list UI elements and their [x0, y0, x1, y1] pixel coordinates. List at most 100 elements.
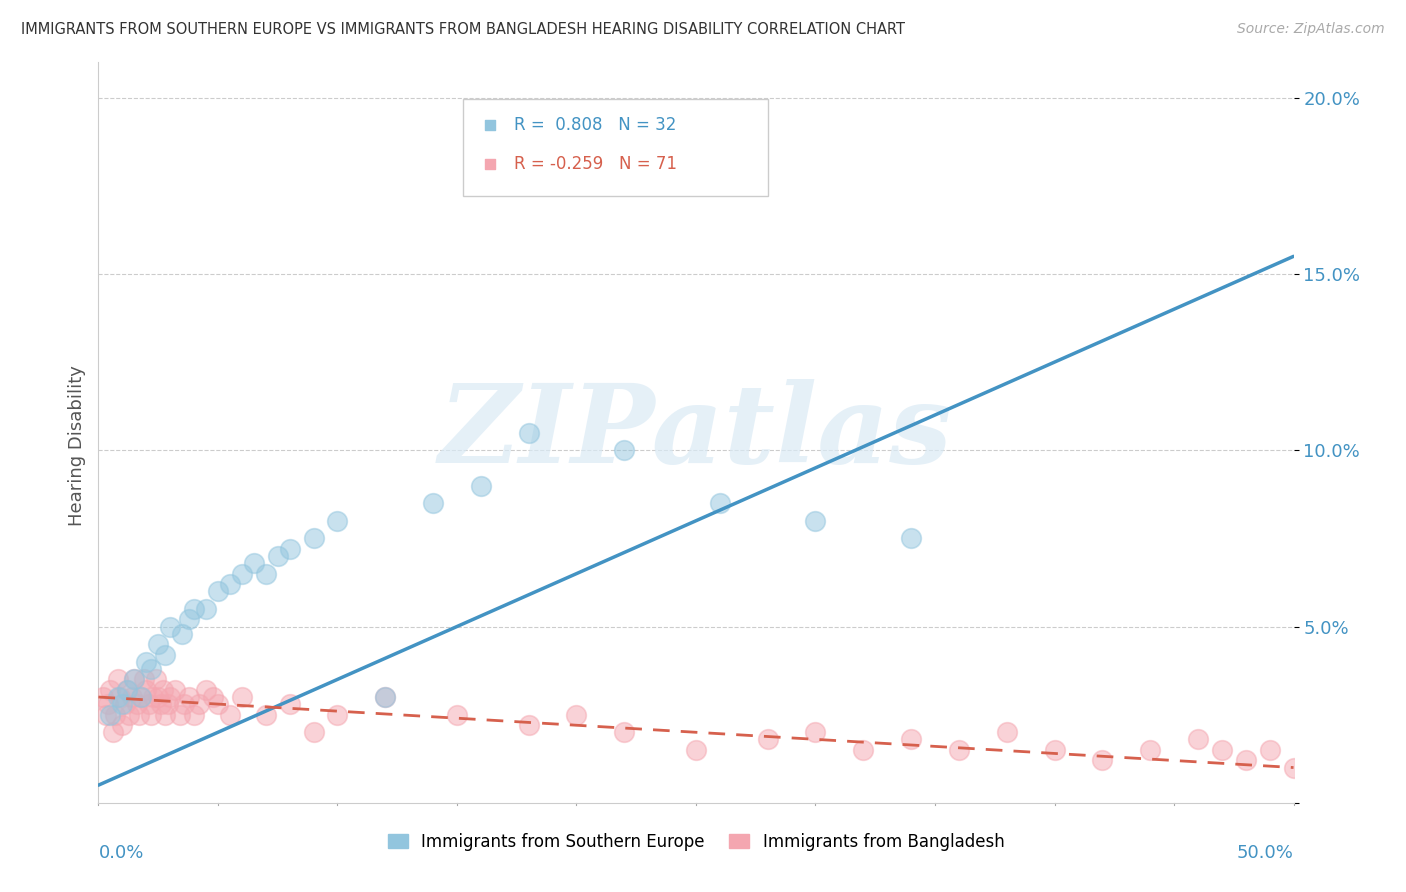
Point: [756, 732, 779, 747]
Point: [1043, 743, 1066, 757]
Point: [124, 673, 146, 687]
Point: [152, 683, 174, 698]
Point: [173, 697, 195, 711]
Point: [202, 690, 225, 704]
Point: [302, 532, 325, 546]
Point: [804, 514, 827, 528]
Point: [995, 725, 1018, 739]
Point: [374, 690, 396, 704]
Point: [1282, 760, 1305, 774]
Point: [1330, 743, 1353, 757]
Point: [111, 718, 134, 732]
Point: [446, 707, 468, 722]
Point: [804, 725, 827, 739]
Point: [709, 496, 731, 510]
Point: [139, 662, 162, 676]
Point: [118, 707, 141, 722]
Text: Hearing Disability: Hearing Disability: [69, 366, 86, 526]
Point: [131, 690, 153, 704]
Point: [422, 496, 444, 510]
Point: [187, 697, 209, 711]
Text: R =  0.808   N = 32: R = 0.808 N = 32: [515, 116, 676, 135]
Point: [138, 697, 160, 711]
Point: [517, 425, 540, 440]
Point: [852, 743, 875, 757]
Point: [179, 612, 201, 626]
Point: [121, 690, 143, 704]
Text: ZIPatlas: ZIPatlas: [439, 379, 953, 486]
Point: [107, 690, 129, 704]
Point: [94, 707, 117, 722]
Point: [115, 683, 138, 698]
Point: [149, 697, 172, 711]
Point: [231, 690, 253, 704]
FancyBboxPatch shape: [463, 99, 768, 195]
Point: [1091, 754, 1114, 768]
Point: [1354, 760, 1376, 774]
Text: IMMIGRANTS FROM SOUTHERN EUROPE VS IMMIGRANTS FROM BANGLADESH HEARING DISABILITY: IMMIGRANTS FROM SOUTHERN EUROPE VS IMMIG…: [21, 22, 905, 37]
Point: [124, 673, 146, 687]
Point: [1402, 760, 1406, 774]
Point: [219, 577, 242, 591]
Point: [97, 697, 120, 711]
Point: [326, 707, 349, 722]
Point: [183, 602, 205, 616]
Point: [195, 683, 218, 698]
Point: [231, 566, 253, 581]
Point: [101, 725, 124, 739]
Point: [374, 690, 396, 704]
Point: [267, 549, 290, 563]
Point: [132, 673, 155, 687]
Point: [1211, 743, 1233, 757]
Point: [128, 707, 150, 722]
Point: [1187, 732, 1209, 747]
Point: [302, 725, 325, 739]
Point: [613, 725, 636, 739]
Point: [98, 707, 122, 722]
Point: [155, 707, 177, 722]
Point: [107, 673, 129, 687]
Text: 50.0%: 50.0%: [1237, 844, 1294, 862]
Point: [1139, 743, 1161, 757]
Point: [1306, 754, 1329, 768]
Point: [163, 683, 186, 698]
Point: [254, 566, 277, 581]
Point: [114, 697, 136, 711]
Text: 0.0%: 0.0%: [98, 844, 143, 862]
Point: [565, 707, 588, 722]
Point: [148, 637, 170, 651]
Point: [148, 690, 170, 704]
Point: [326, 514, 349, 528]
Point: [111, 697, 134, 711]
Point: [135, 683, 157, 698]
Point: [207, 697, 229, 711]
Point: [195, 602, 218, 616]
Point: [685, 743, 707, 757]
Point: [159, 690, 181, 704]
Legend: Immigrants from Southern Europe, Immigrants from Bangladesh: Immigrants from Southern Europe, Immigra…: [381, 826, 1011, 857]
Point: [470, 478, 492, 492]
Point: [613, 443, 636, 458]
Point: [172, 626, 194, 640]
Point: [104, 707, 127, 722]
Point: [108, 690, 131, 704]
Point: [142, 690, 165, 704]
Point: [183, 707, 205, 722]
Point: [156, 697, 179, 711]
Point: [900, 732, 922, 747]
Point: [98, 683, 122, 698]
Point: [155, 648, 177, 662]
Point: [169, 707, 191, 722]
Point: [900, 532, 922, 546]
Point: [219, 707, 242, 722]
Point: [278, 697, 301, 711]
Point: [207, 584, 229, 599]
Point: [125, 697, 148, 711]
Point: [278, 541, 301, 556]
Point: [948, 743, 970, 757]
Point: [91, 690, 114, 704]
Point: [243, 556, 266, 570]
Text: Source: ZipAtlas.com: Source: ZipAtlas.com: [1237, 22, 1385, 37]
Point: [1378, 754, 1400, 768]
Point: [139, 707, 162, 722]
